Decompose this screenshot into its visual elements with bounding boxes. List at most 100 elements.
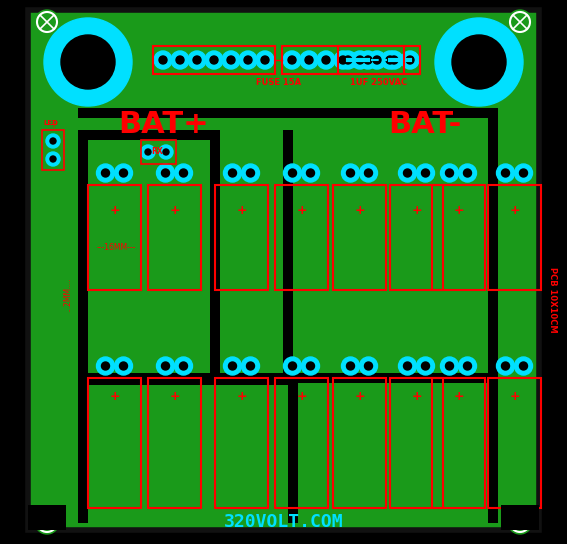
Bar <box>28 505 66 530</box>
Circle shape <box>163 149 169 155</box>
Circle shape <box>96 164 115 182</box>
Text: +: + <box>411 390 422 403</box>
Bar <box>78 375 288 385</box>
Text: +: + <box>354 203 365 217</box>
Bar <box>488 108 498 373</box>
Text: ---16MM---: ---16MM--- <box>96 244 136 252</box>
Bar <box>275 378 328 508</box>
Circle shape <box>459 357 476 375</box>
Bar <box>288 373 498 383</box>
Circle shape <box>141 145 155 159</box>
Circle shape <box>120 362 128 370</box>
Circle shape <box>373 56 381 64</box>
Bar <box>88 185 141 290</box>
Circle shape <box>180 362 188 370</box>
Circle shape <box>344 56 352 64</box>
Circle shape <box>508 10 532 34</box>
Text: +: + <box>411 203 422 217</box>
Bar <box>333 378 386 508</box>
Text: +: + <box>453 390 464 403</box>
Bar <box>78 108 493 118</box>
Circle shape <box>159 145 173 159</box>
Circle shape <box>171 51 189 69</box>
Circle shape <box>519 362 527 370</box>
Bar <box>148 185 201 290</box>
Circle shape <box>223 357 242 375</box>
Circle shape <box>154 51 172 69</box>
Text: FUSE 15A: FUSE 15A <box>256 78 301 87</box>
Circle shape <box>242 164 260 182</box>
Circle shape <box>346 362 354 370</box>
Circle shape <box>351 51 369 69</box>
Text: 1UF 250VAC: 1UF 250VAC <box>350 78 408 87</box>
Bar <box>488 378 541 508</box>
Circle shape <box>96 357 115 375</box>
Circle shape <box>162 362 170 370</box>
Bar <box>153 46 275 74</box>
Bar <box>78 130 218 140</box>
Bar <box>215 185 268 290</box>
Circle shape <box>159 56 167 64</box>
Circle shape <box>390 56 398 64</box>
Text: +: + <box>296 203 307 217</box>
Circle shape <box>519 169 527 177</box>
Circle shape <box>368 51 386 69</box>
Bar <box>78 375 88 523</box>
Circle shape <box>452 35 506 89</box>
Circle shape <box>334 51 352 69</box>
Circle shape <box>289 362 297 370</box>
Circle shape <box>446 169 454 177</box>
Circle shape <box>365 169 373 177</box>
Bar <box>78 130 88 375</box>
Circle shape <box>35 10 59 34</box>
Circle shape <box>242 357 260 375</box>
Circle shape <box>210 56 218 64</box>
Circle shape <box>381 51 399 69</box>
Bar <box>283 130 293 385</box>
Circle shape <box>441 164 459 182</box>
Circle shape <box>463 362 472 370</box>
Circle shape <box>359 51 377 69</box>
Bar <box>288 373 298 523</box>
Text: RX: RX <box>151 146 163 156</box>
Circle shape <box>399 164 417 182</box>
Circle shape <box>302 164 319 182</box>
Circle shape <box>385 51 403 69</box>
Circle shape <box>229 169 236 177</box>
Circle shape <box>61 35 115 89</box>
Bar <box>210 130 220 385</box>
Circle shape <box>322 56 330 64</box>
Circle shape <box>339 56 347 64</box>
Text: +: + <box>169 390 180 403</box>
Circle shape <box>193 56 201 64</box>
Circle shape <box>446 362 454 370</box>
Circle shape <box>244 56 252 64</box>
Text: +: + <box>509 390 520 403</box>
Text: +: + <box>169 203 180 217</box>
Text: +: + <box>509 203 520 217</box>
Circle shape <box>441 357 459 375</box>
Bar <box>432 185 485 290</box>
Circle shape <box>247 169 255 177</box>
Text: +: + <box>453 203 464 217</box>
Circle shape <box>365 362 373 370</box>
Circle shape <box>404 362 412 370</box>
Circle shape <box>417 164 434 182</box>
Bar <box>42 130 64 170</box>
Bar <box>488 373 498 523</box>
Circle shape <box>459 164 476 182</box>
Bar <box>488 185 541 290</box>
Circle shape <box>463 169 472 177</box>
Text: +: + <box>236 390 247 403</box>
Circle shape <box>35 510 59 534</box>
Circle shape <box>421 169 429 177</box>
Circle shape <box>229 362 236 370</box>
Circle shape <box>300 51 318 69</box>
Circle shape <box>386 56 394 64</box>
Bar <box>282 46 404 74</box>
Circle shape <box>514 357 532 375</box>
Circle shape <box>46 152 60 166</box>
Text: +: + <box>109 390 120 403</box>
Circle shape <box>44 18 132 106</box>
Bar <box>78 373 293 383</box>
